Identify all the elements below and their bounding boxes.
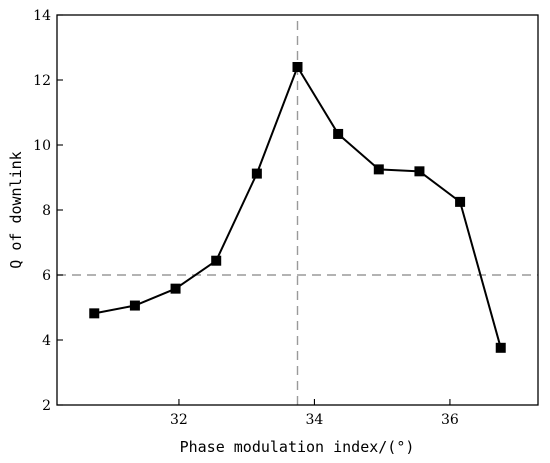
data-point [373, 164, 384, 175]
data-point [414, 166, 425, 177]
y-axis-title: Q of downlink [7, 151, 25, 268]
data-point [455, 196, 466, 207]
data-point [251, 168, 262, 179]
data-point [211, 255, 222, 266]
data-point [170, 283, 181, 294]
x-tick-label: 32 [170, 412, 188, 428]
y-tick-label: 12 [33, 73, 51, 89]
y-tick-label: 10 [33, 138, 51, 154]
y-tick-label: 2 [42, 398, 51, 414]
data-point [89, 308, 100, 319]
x-tick-label: 36 [441, 412, 459, 428]
y-tick-label: 14 [33, 8, 51, 24]
data-point [292, 62, 303, 72]
data-point [495, 342, 506, 353]
reference-lines [57, 15, 538, 405]
data-point [333, 128, 344, 139]
y-tick-label: 4 [42, 333, 51, 349]
series-layer [89, 62, 506, 353]
x-axis-title: Phase modulation index/(°) [180, 438, 415, 456]
data-point [129, 300, 140, 311]
y-tick-label: 6 [42, 268, 51, 284]
y-tick-label: 8 [42, 203, 51, 219]
ticks: 2 4 6 8 10 12 14 32 34 36 [33, 8, 459, 428]
x-tick-label: 34 [306, 412, 324, 428]
